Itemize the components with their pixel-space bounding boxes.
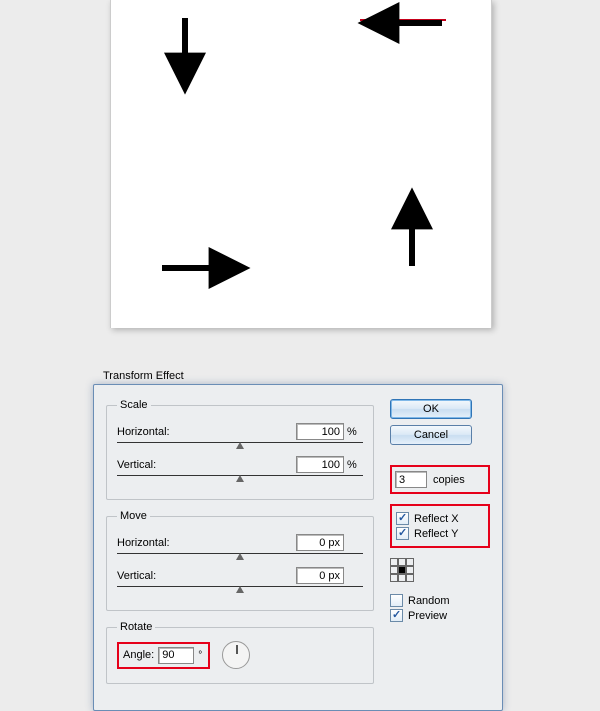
scale-vertical-input[interactable] xyxy=(296,456,344,473)
copies-label: copies xyxy=(433,474,465,486)
angle-highlight: Angle: ° xyxy=(117,642,210,669)
rotate-dial[interactable] xyxy=(222,641,250,669)
copies-highlight: copies xyxy=(390,465,490,494)
scale-v-unit: % xyxy=(347,459,363,471)
anchor-grid[interactable] xyxy=(390,558,414,582)
artboard xyxy=(110,0,492,328)
move-legend: Move xyxy=(117,510,150,522)
preview-checkbox[interactable] xyxy=(390,609,403,622)
transform-effect-dialog: Transform Effect Scale Horizontal: % Ver… xyxy=(93,370,503,711)
scale-h-slider[interactable] xyxy=(117,442,363,452)
scale-horizontal-label: Horizontal: xyxy=(117,426,296,438)
rotate-legend: Rotate xyxy=(117,621,155,633)
scale-group: Scale Horizontal: % Vertical: % xyxy=(106,399,374,500)
reflect-x-checkbox[interactable] xyxy=(396,512,409,525)
move-vertical-input[interactable] xyxy=(296,567,344,584)
angle-input[interactable] xyxy=(158,647,194,664)
degree-symbol: ° xyxy=(198,650,202,661)
reflect-x-label: Reflect X xyxy=(414,513,459,525)
move-horizontal-label: Horizontal: xyxy=(117,537,296,549)
random-label: Random xyxy=(408,595,450,607)
reflect-y-label: Reflect Y xyxy=(414,528,458,540)
move-v-slider[interactable] xyxy=(117,586,363,596)
preview-label: Preview xyxy=(408,610,447,622)
dialog-title: Transform Effect xyxy=(93,370,503,384)
scale-legend: Scale xyxy=(117,399,151,411)
canvas-svg xyxy=(110,0,492,328)
ok-button[interactable]: OK xyxy=(390,399,472,419)
scale-v-slider[interactable] xyxy=(117,475,363,485)
scale-vertical-label: Vertical: xyxy=(117,459,296,471)
scale-horizontal-input[interactable] xyxy=(296,423,344,440)
angle-label: Angle: xyxy=(123,649,154,661)
scale-h-unit: % xyxy=(347,426,363,438)
copies-input[interactable] xyxy=(395,471,427,488)
move-h-slider[interactable] xyxy=(117,553,363,563)
reflect-highlight: Reflect X Reflect Y xyxy=(390,504,490,548)
rotate-group: Rotate Angle: ° xyxy=(106,621,374,684)
reflect-y-checkbox[interactable] xyxy=(396,527,409,540)
random-checkbox[interactable] xyxy=(390,594,403,607)
move-horizontal-input[interactable] xyxy=(296,534,344,551)
move-vertical-label: Vertical: xyxy=(117,570,296,582)
move-group: Move Horizontal: Vertical: xyxy=(106,510,374,611)
cancel-button[interactable]: Cancel xyxy=(390,425,472,445)
